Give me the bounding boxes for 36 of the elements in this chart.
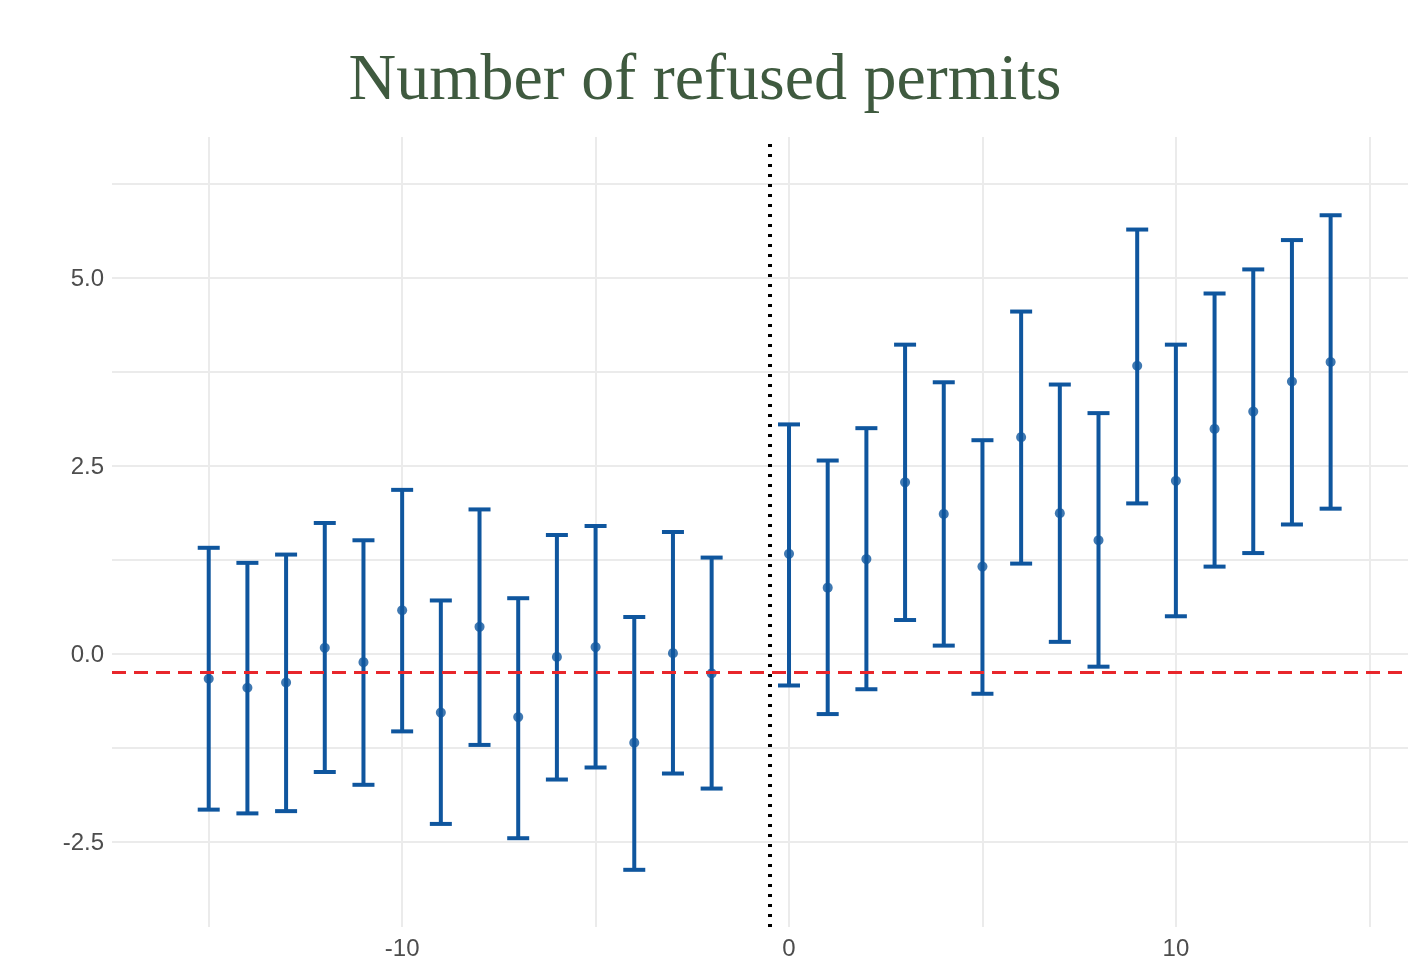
y-tick-label: 2.5 [70,452,104,480]
point [861,554,872,565]
point [822,582,833,593]
point [1016,432,1027,443]
chart-title: Number of refused permits [348,39,1062,113]
point [590,642,601,653]
point [1054,508,1065,519]
x-tick-label: -10 [384,933,420,961]
y-tick-label: 5.0 [70,264,104,292]
x-tick-label: 10 [1162,933,1190,961]
point [281,677,292,688]
point [551,651,562,662]
point [1132,360,1143,371]
point [474,621,485,632]
point [1093,535,1104,546]
point [242,682,253,693]
point [667,648,678,659]
point [1325,356,1336,367]
y-tick-label: -2.5 [62,828,104,856]
point [784,548,795,559]
point [513,712,524,723]
point [1286,376,1297,387]
x-tick-label: 0 [782,933,796,961]
point [319,642,330,653]
point [1170,475,1181,486]
point [1248,406,1259,417]
y-tick-label: 0.0 [70,640,104,668]
point [629,737,640,748]
point [977,561,988,572]
point [203,673,214,684]
point [397,605,408,616]
point [938,508,949,519]
point [358,657,369,668]
point [900,477,911,488]
point [1209,423,1220,434]
point [435,707,446,718]
